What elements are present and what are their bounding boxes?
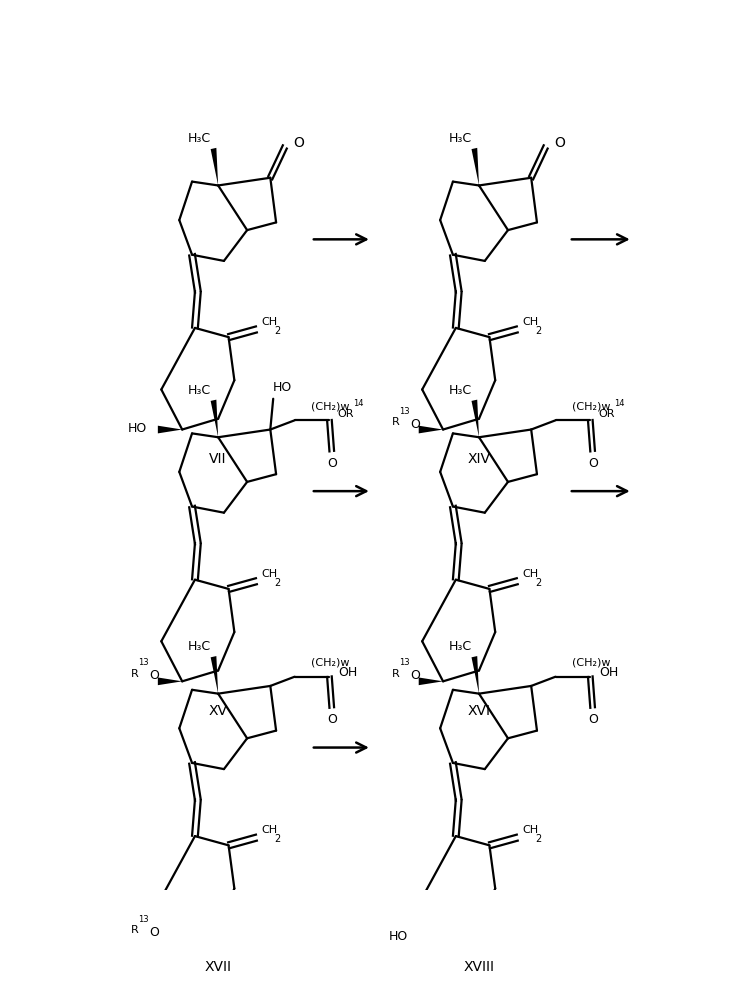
Polygon shape (419, 677, 443, 685)
Text: O: O (293, 136, 304, 150)
Text: O: O (554, 136, 565, 150)
Text: O: O (149, 926, 159, 939)
Text: 2: 2 (275, 326, 280, 336)
Text: XIV: XIV (468, 452, 491, 466)
Text: H₃C: H₃C (449, 640, 472, 653)
Text: O: O (328, 713, 337, 726)
Text: (CH₂)w: (CH₂)w (571, 401, 610, 411)
Polygon shape (471, 148, 479, 185)
Text: HO: HO (273, 381, 292, 394)
Text: VII: VII (209, 452, 227, 466)
Text: 13: 13 (399, 407, 410, 416)
Text: O: O (588, 457, 598, 470)
Polygon shape (471, 400, 479, 437)
Text: O: O (410, 669, 420, 682)
Text: R: R (131, 669, 139, 679)
Polygon shape (471, 656, 479, 694)
Text: 2: 2 (275, 578, 280, 588)
Text: CH: CH (522, 825, 538, 835)
Text: XV: XV (209, 704, 227, 718)
Text: 13: 13 (399, 658, 410, 667)
Text: CH: CH (261, 569, 278, 579)
Text: (CH₂)w: (CH₂)w (571, 658, 610, 668)
Text: H₃C: H₃C (188, 640, 211, 653)
Text: O: O (410, 418, 420, 431)
Polygon shape (419, 426, 443, 433)
Text: H₃C: H₃C (449, 132, 472, 145)
Text: R: R (131, 925, 139, 935)
Text: O: O (328, 457, 337, 470)
Text: H₃C: H₃C (449, 384, 472, 397)
Polygon shape (211, 400, 218, 437)
Text: O: O (588, 713, 598, 726)
Text: 2: 2 (536, 326, 542, 336)
Text: HO: HO (389, 930, 408, 943)
Text: 13: 13 (138, 658, 149, 667)
Text: XVI: XVI (468, 704, 491, 718)
Polygon shape (211, 148, 218, 185)
Text: OR: OR (598, 409, 615, 419)
Text: CH: CH (261, 825, 278, 835)
Text: OH: OH (600, 666, 619, 679)
Text: H₃C: H₃C (188, 384, 211, 397)
Text: CH: CH (522, 317, 538, 327)
Polygon shape (158, 934, 183, 942)
Text: O: O (149, 669, 159, 682)
Text: XVII: XVII (205, 960, 232, 974)
Text: XVIII: XVIII (464, 960, 494, 974)
Polygon shape (158, 426, 183, 433)
Text: (CH₂)w: (CH₂)w (311, 401, 349, 411)
Polygon shape (419, 934, 443, 942)
Polygon shape (158, 677, 183, 685)
Text: 2: 2 (536, 578, 542, 588)
Text: 2: 2 (275, 834, 280, 844)
Text: R: R (392, 669, 399, 679)
Text: R: R (392, 417, 399, 427)
Text: H₃C: H₃C (188, 132, 211, 145)
Text: 14: 14 (353, 399, 364, 408)
Text: OR: OR (337, 409, 354, 419)
Polygon shape (211, 656, 218, 694)
Text: (CH₂)w: (CH₂)w (311, 658, 349, 668)
Text: CH: CH (522, 569, 538, 579)
Text: OH: OH (339, 666, 358, 679)
Text: CH: CH (261, 317, 278, 327)
Text: 14: 14 (614, 399, 625, 408)
Text: 13: 13 (138, 915, 149, 924)
Text: 2: 2 (536, 834, 542, 844)
Text: HO: HO (128, 422, 147, 434)
